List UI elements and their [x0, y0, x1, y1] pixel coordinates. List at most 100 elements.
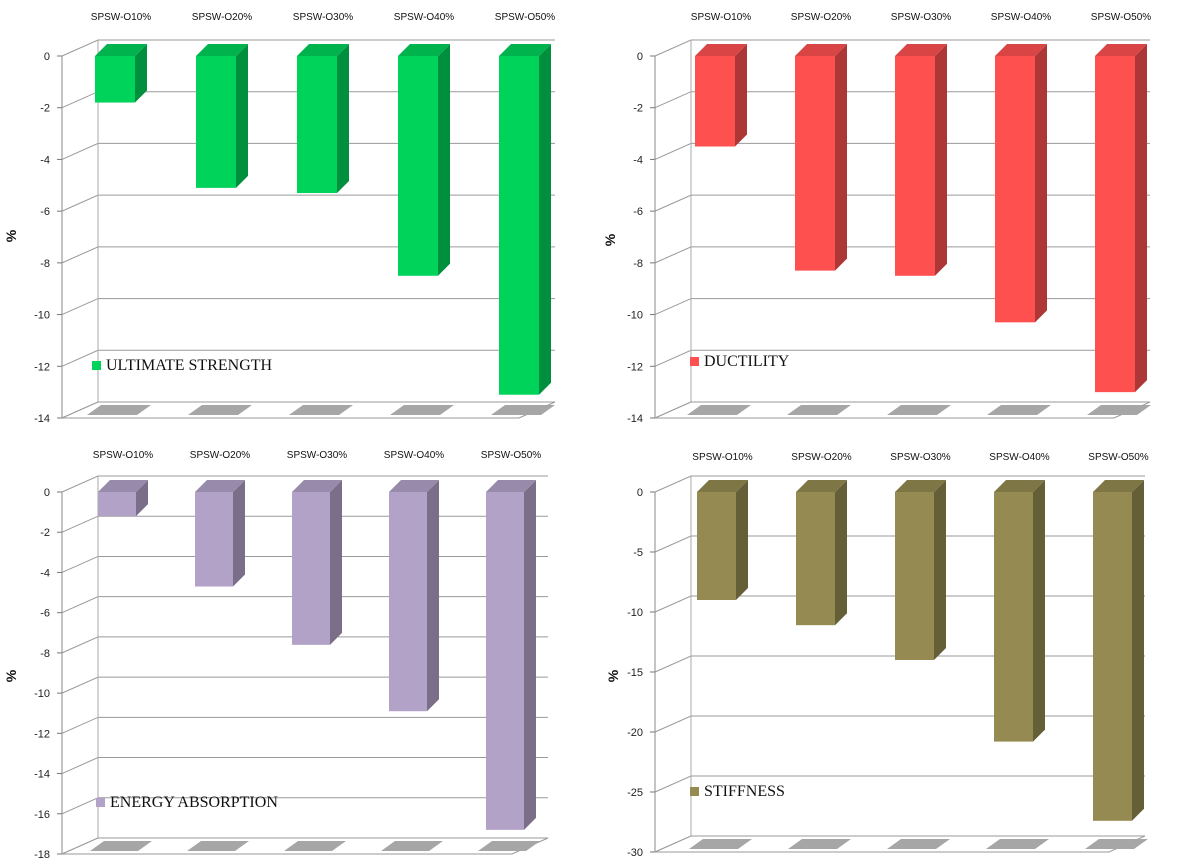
bar-floor-shadow: [491, 405, 555, 415]
y-tick-label: -12: [34, 361, 50, 373]
y-tick-label: -8: [40, 648, 50, 660]
bar-side: [233, 480, 245, 587]
y-tick-label: 0: [44, 487, 50, 499]
bar-side: [135, 44, 147, 103]
bar-side: [835, 480, 847, 626]
bar-top: [895, 480, 946, 492]
bar-floor-shadow: [787, 405, 851, 415]
chart-panel-2: 0 -2 -4 -6 -8 -10 -12 -14% SPSW-O10% SPSW-O20% SPS…: [602, 12, 1151, 425]
bar: [994, 492, 1033, 742]
y-tick-label: -14: [627, 413, 643, 425]
x-category-label: SPSW-O30%: [891, 12, 951, 23]
bar-floor-shadow: [478, 841, 540, 851]
bar: [995, 56, 1035, 323]
bar-floor-shadow: [284, 841, 346, 851]
bar-top: [994, 480, 1045, 492]
bar-top: [796, 480, 847, 492]
bar-side: [935, 44, 947, 276]
bar: [895, 56, 935, 276]
y-tick-label: -5: [633, 547, 643, 559]
legend-label: ULTIMATE STRENGTH: [106, 357, 273, 374]
x-category-label: SPSW-O50%: [1088, 452, 1148, 463]
bar: [196, 56, 236, 188]
bar-floor-shadow: [90, 841, 152, 851]
x-category-label: SPSW-O10%: [91, 12, 151, 23]
x-category-label: SPSW-O20%: [791, 12, 851, 23]
bar-floor-shadow: [187, 841, 249, 851]
bar-floor-shadow: [87, 405, 151, 415]
bar-top: [1095, 44, 1147, 56]
y-tick-label: -4: [40, 154, 50, 166]
gridline: [61, 246, 555, 264]
bar: [486, 492, 524, 830]
bar-floor-shadow: [887, 839, 950, 849]
y-tick-label: -20: [627, 727, 643, 739]
y-tick-label: -2: [40, 103, 50, 115]
y-axis-title: %: [3, 229, 19, 242]
y-tick-label: -8: [633, 258, 643, 270]
gridline: [61, 757, 548, 775]
y-tick-label: -6: [40, 608, 50, 620]
bar: [195, 492, 233, 587]
gridline: [61, 298, 555, 316]
y-tick-label: -15: [627, 667, 643, 679]
bar-top: [486, 480, 536, 492]
bar: [695, 56, 735, 147]
gridline: [61, 676, 548, 694]
bar: [398, 56, 438, 276]
bar: [697, 492, 736, 600]
gridline: [654, 715, 1145, 733]
bar-side: [934, 480, 946, 660]
chart-panel-3: 0 -2 -4 -6 -8 -10 -12 -14 -16 -18% SPSW-O10% SPSW-O…: [3, 450, 549, 861]
y-tick-label: 0: [637, 487, 643, 499]
bar: [297, 56, 337, 194]
x-category-label: SPSW-O50%: [481, 450, 541, 461]
y-axis-title: %: [602, 233, 618, 246]
x-category-label: SPSW-O30%: [890, 452, 950, 463]
y-tick-label: -12: [627, 361, 643, 373]
y-tick-label: -2: [40, 527, 50, 539]
x-category-label: SPSW-O20%: [190, 450, 250, 461]
y-tick-label: -14: [34, 413, 50, 425]
legend-swatch: [96, 798, 105, 807]
y-tick-label: -25: [627, 787, 643, 799]
bar: [1093, 492, 1132, 821]
bar-top: [895, 44, 947, 56]
y-tick-label: -6: [40, 206, 50, 218]
y-tick-label: -10: [34, 688, 50, 700]
y-tick-label: -4: [40, 567, 50, 579]
x-category-label: SPSW-O10%: [691, 12, 751, 23]
bar-side: [539, 44, 551, 395]
x-category-label: SPSW-O10%: [93, 450, 153, 461]
bar-floor-shadow: [987, 405, 1051, 415]
bar: [98, 492, 136, 517]
bar-floor-shadow: [390, 405, 454, 415]
chart-panel-1: 0 -2 -4 -6 -8 -10 -12 -14% SPSW-O10% SPSW-O20% SPS…: [3, 12, 555, 425]
bar: [389, 492, 427, 712]
x-category-label: SPSW-O40%: [991, 12, 1051, 23]
bar-side: [337, 44, 349, 194]
bar-top: [695, 44, 747, 56]
x-category-label: SPSW-O40%: [989, 452, 1049, 463]
legend-label: ENERGY ABSORPTION: [110, 794, 278, 811]
bar: [796, 492, 835, 626]
bar-floor-shadow: [788, 839, 851, 849]
bar-top: [697, 480, 748, 492]
x-category-label: SPSW-O40%: [384, 450, 444, 461]
bar-floor-shadow: [689, 839, 752, 849]
x-category-label: SPSW-O20%: [791, 452, 851, 463]
bar-top: [98, 480, 148, 492]
bar: [499, 56, 539, 395]
x-category-label: SPSW-O50%: [495, 12, 555, 23]
bar-side: [735, 44, 747, 147]
x-category-label: SPSW-O30%: [287, 450, 347, 461]
legend-label: DUCTILITY: [704, 353, 790, 370]
bar-top: [1093, 480, 1144, 492]
y-tick-label: -10: [34, 310, 50, 322]
bar-top: [995, 44, 1047, 56]
bar: [795, 56, 835, 271]
x-category-label: SPSW-O30%: [293, 12, 353, 23]
y-tick-label: -30: [627, 847, 643, 859]
bar-side: [835, 44, 847, 271]
